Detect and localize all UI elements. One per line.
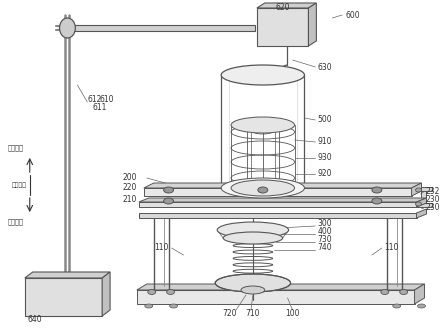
Polygon shape: [137, 284, 424, 290]
Text: 630: 630: [317, 63, 332, 71]
Ellipse shape: [145, 304, 153, 308]
Text: 611: 611: [92, 103, 107, 112]
Text: 930: 930: [317, 154, 332, 163]
Polygon shape: [139, 213, 416, 218]
Ellipse shape: [163, 198, 174, 204]
Text: 730: 730: [317, 236, 332, 244]
Text: 230: 230: [425, 204, 440, 213]
Ellipse shape: [223, 232, 283, 244]
Ellipse shape: [372, 198, 382, 204]
Ellipse shape: [231, 180, 295, 196]
Polygon shape: [139, 198, 427, 202]
Ellipse shape: [416, 188, 421, 192]
Text: （竖向）: （竖向）: [12, 182, 27, 188]
Ellipse shape: [215, 274, 291, 292]
Text: 640: 640: [28, 316, 43, 324]
Polygon shape: [416, 203, 432, 207]
Text: 612: 612: [87, 95, 101, 105]
Text: 400: 400: [317, 227, 332, 237]
Polygon shape: [421, 191, 427, 203]
Text: 110: 110: [154, 243, 168, 252]
Text: 600: 600: [345, 11, 360, 19]
Ellipse shape: [217, 222, 288, 238]
Text: 920: 920: [317, 169, 332, 179]
Ellipse shape: [221, 65, 304, 85]
Text: 500: 500: [317, 115, 332, 124]
Ellipse shape: [59, 18, 75, 38]
Polygon shape: [308, 3, 316, 46]
Ellipse shape: [231, 117, 295, 133]
Ellipse shape: [170, 304, 178, 308]
Ellipse shape: [381, 290, 389, 294]
Polygon shape: [139, 202, 416, 207]
Text: 232: 232: [425, 188, 440, 196]
Text: 740: 740: [317, 243, 332, 252]
Text: 210: 210: [123, 195, 137, 205]
Text: 620: 620: [276, 4, 290, 13]
Text: 230: 230: [425, 195, 440, 205]
Polygon shape: [144, 183, 421, 188]
Polygon shape: [137, 290, 415, 304]
Polygon shape: [25, 272, 110, 278]
Ellipse shape: [258, 187, 268, 193]
Polygon shape: [416, 209, 427, 218]
Polygon shape: [102, 272, 110, 316]
Text: 610: 610: [99, 95, 114, 105]
Polygon shape: [25, 278, 102, 316]
Polygon shape: [415, 187, 432, 191]
Polygon shape: [416, 198, 427, 207]
Text: 720: 720: [222, 309, 237, 317]
Ellipse shape: [416, 202, 421, 206]
Text: 300: 300: [317, 219, 332, 229]
Ellipse shape: [241, 286, 265, 294]
Polygon shape: [144, 188, 412, 196]
Ellipse shape: [418, 304, 425, 308]
Polygon shape: [412, 183, 421, 196]
Text: 上（顶）: 上（顶）: [8, 145, 24, 151]
Polygon shape: [257, 8, 308, 46]
Ellipse shape: [372, 187, 382, 193]
Ellipse shape: [167, 290, 175, 294]
Polygon shape: [415, 284, 424, 304]
Text: 710: 710: [245, 309, 260, 317]
Ellipse shape: [221, 178, 304, 198]
Text: 220: 220: [123, 184, 137, 192]
Text: 100: 100: [286, 309, 300, 317]
Ellipse shape: [400, 290, 408, 294]
Ellipse shape: [163, 187, 174, 193]
Ellipse shape: [148, 290, 155, 294]
Polygon shape: [257, 3, 316, 8]
Text: 下（底）: 下（底）: [8, 219, 24, 225]
Polygon shape: [67, 25, 255, 31]
Text: 910: 910: [317, 138, 332, 146]
Text: 110: 110: [384, 243, 398, 252]
Ellipse shape: [393, 304, 400, 308]
Text: 200: 200: [123, 173, 137, 183]
